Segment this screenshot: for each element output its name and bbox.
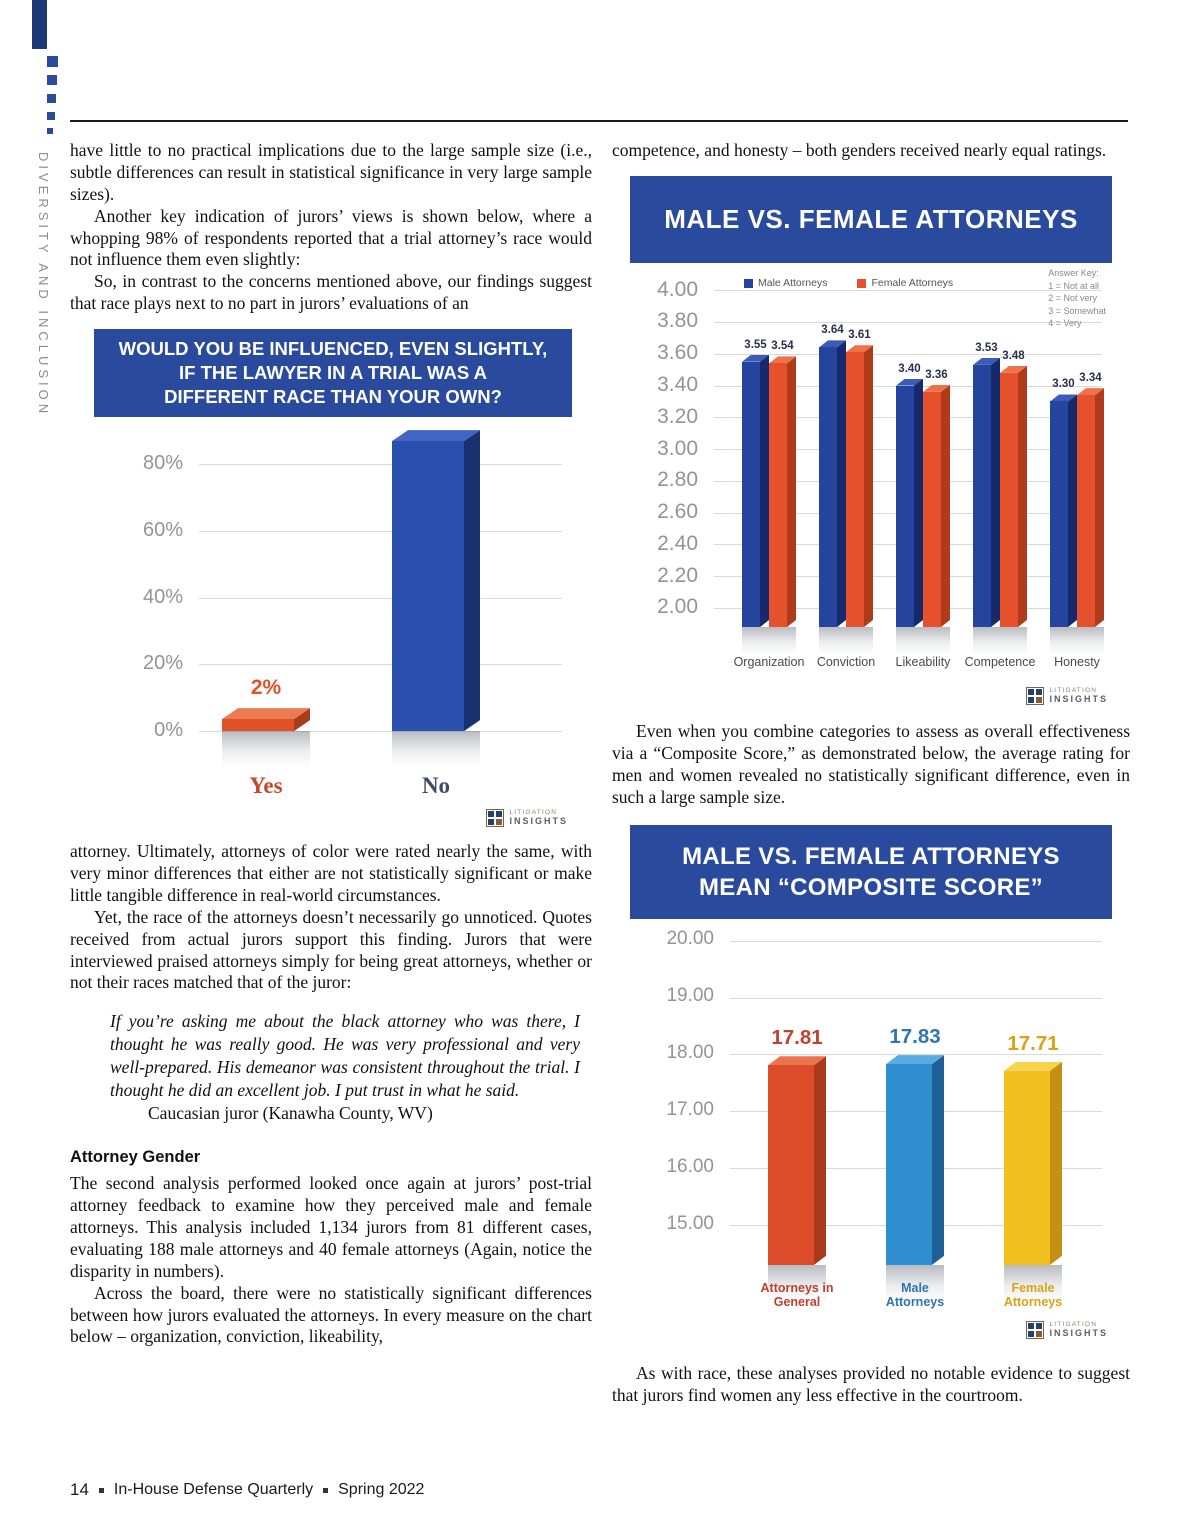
chart-male-vs-female-ratings: MALE VS. FEMALE ATTORNEYS 4.00 3.80 3.60 3.…	[630, 175, 1112, 707]
chart-title-line: MALE VS. FEMALE ATTORNEYS	[682, 842, 1060, 870]
body-paragraph: Another key indication of jurors’ views …	[70, 205, 592, 270]
heading-attorney-gender: Attorney Gender	[70, 1148, 201, 1167]
corner-square	[47, 94, 56, 103]
litigation-insights-logo: LITIGATION INSIGHTS	[94, 807, 572, 829]
body-paragraph: attorney. Ultimately, attorneys of color…	[70, 841, 592, 905]
left-column: have little to no practical implications…	[70, 140, 592, 1348]
race-influence-plot: 80% 60% 40% 20% 0% 2% Yes No	[94, 417, 572, 809]
footer-separator-square	[323, 1487, 329, 1493]
corner-square	[47, 128, 53, 134]
top-rule	[70, 120, 1128, 122]
logo-text-litigation: LITIGATION	[1049, 1320, 1098, 1328]
logo-text-litigation: LITIGATION	[1049, 686, 1098, 694]
body-paragraph: Yet, the race of the attorneys doesn’t n…	[70, 906, 592, 993]
chart-composite-score: MALE VS. FEMALE ATTORNEYS MEAN “COMPOSIT…	[630, 824, 1112, 1341]
litigation-insights-logo: LITIGATION INSIGHTS	[630, 685, 1112, 707]
body-paragraph: As with race, these analyses provided no…	[612, 1362, 1130, 1405]
logo-text-litigation: LITIGATION	[509, 809, 558, 817]
footer-separator-square	[98, 1487, 104, 1493]
logo-text-insights: INSIGHTS	[1049, 1327, 1108, 1338]
chart-composite-title: MALE VS. FEMALE ATTORNEYS MEAN “COMPOSIT…	[630, 824, 1112, 919]
corner-square	[47, 112, 55, 120]
body-paragraph: The second analysis performed looked onc…	[70, 1173, 592, 1281]
composite-score-plot: 20.00 19.00 18.00 17.00 16.00 15.00 17.81 Attor…	[630, 919, 1112, 1321]
journal-name: In-House Defense Quarterly	[113, 1481, 314, 1498]
chart-title-line: MEAN “COMPOSITE SCORE”	[699, 873, 1043, 901]
body-paragraph: Even when you combine categories to asse…	[612, 721, 1130, 807]
logo-text-insights: INSIGHTS	[509, 815, 568, 826]
page-footer: 14 In-House Defense Quarterly Spring 202…	[70, 1480, 424, 1500]
logo-text-insights: INSIGHTS	[1049, 693, 1108, 704]
issue-name: Spring 2022	[338, 1481, 425, 1498]
chart-title-line: IF THE LAWYER IN A TRIAL WAS A	[179, 362, 487, 384]
chart-title-line: MALE VS. FEMALE ATTORNEYS	[664, 203, 1078, 234]
corner-bar	[32, 0, 47, 49]
chart-race-influence-title: WOULD YOU BE INFLUENCED, EVEN SLIGHTLY, …	[94, 329, 572, 418]
corner-square	[47, 56, 58, 67]
juror-quote-attribution: Caucasian juror (Kanawha County, WV)	[148, 1103, 433, 1124]
right-column: competence, and honesty – both genders r…	[612, 140, 1130, 1407]
ratings-plot: 4.00 3.80 3.60 3.40 3.20 3.00 2.80 2.60 2.40 2.20…	[657, 268, 1106, 670]
section-vertical-title: DIVERSITY AND INCLUSION	[36, 152, 51, 418]
litigation-insights-logo: LITIGATION INSIGHTS	[630, 1319, 1112, 1341]
chart-race-influence: WOULD YOU BE INFLUENCED, EVEN SLIGHTLY, …	[94, 329, 572, 829]
body-paragraph: Across the board, there were no statisti…	[70, 1282, 592, 1347]
body-paragraph: competence, and honesty – both genders r…	[612, 140, 1107, 160]
juror-quote: If you’re asking me about the black atto…	[110, 1011, 580, 1100]
litigation-insights-icon	[486, 809, 505, 828]
litigation-insights-icon	[1026, 1320, 1045, 1339]
body-paragraph: So, in contrast to the concerns mentione…	[70, 271, 592, 314]
chart-title-line: DIFFERENT RACE THAN YOUR OWN?	[164, 386, 502, 408]
chart-title-line: WOULD YOU BE INFLUENCED, EVEN SLIGHTLY,	[118, 338, 548, 359]
litigation-insights-icon	[1026, 687, 1045, 706]
chart-ratings-title: MALE VS. FEMALE ATTORNEYS	[630, 175, 1112, 264]
corner-square	[47, 75, 57, 85]
body-paragraph: have little to no practical implications…	[70, 140, 592, 204]
page-number: 14	[70, 1480, 89, 1499]
